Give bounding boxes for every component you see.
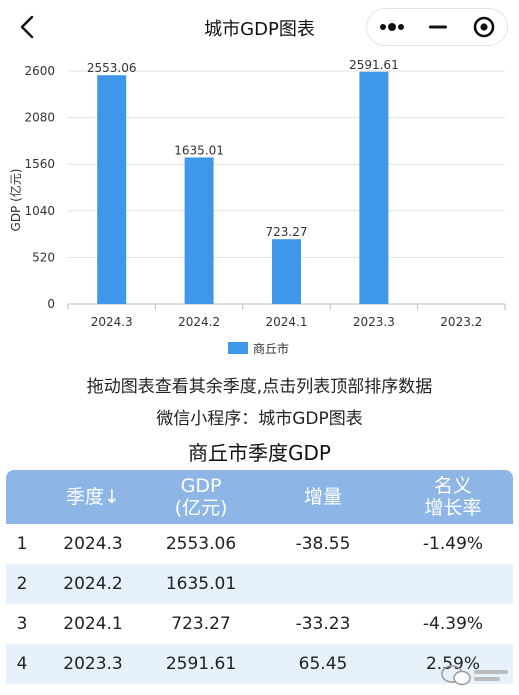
bar-2024.2[interactable] [184,157,214,304]
quarter-header-label: 季度↓ [66,486,120,508]
bar-2023.3[interactable] [359,71,389,305]
back-arrow-icon[interactable] [14,12,44,42]
cell-gdp: 2553.06 [165,534,237,554]
gdp-bar-chart[interactable]: 0 520 1040 1560 2080 2600 GDP (亿元) 2553.06 163… [0,56,519,366]
y-tick-label: 2080 [24,111,55,125]
cell-quarter: 2024.2 [63,574,123,594]
cell-rank: 1 [16,534,28,554]
top-bar: 城市GDP图表 [0,0,519,56]
y-tick-label: 1040 [24,204,55,218]
rate-header-label: 名义 [433,475,472,497]
table-row: 4 2023.3 2591.61 65.45 2.59% [6,644,513,684]
cell-increase: -33.23 [295,614,351,634]
increase-header-label: 增量 [303,486,342,508]
y-tick-label: 2600 [24,64,55,78]
x-tick-label: 2023.3 [353,315,395,329]
bar-value-label: 723.27 [266,225,308,239]
page-title: 城市GDP图表 [204,19,315,40]
bar-value-label: 1635.01 [174,143,224,157]
gdp-unit-label: (亿元) [174,497,228,519]
y-tick-label: 520 [32,250,55,264]
y-axis-label: GDP (亿元) [8,169,23,232]
close-target-icon[interactable] [461,9,507,45]
mini-program-hint-text: 微信小程序：城市GDP图表 [156,409,363,429]
mini-program-capsule [366,8,508,46]
cell-rate: 2.59% [425,654,480,674]
table-row: 2 2024.2 1635.01 [6,564,513,604]
cell-rank: 3 [16,614,28,634]
table-row: 1 2024.3 2553.06 -38.55 -1.49% [6,524,513,564]
more-options-icon[interactable] [369,9,415,45]
cell-rank: 4 [16,654,28,674]
table-title: 商丘市季度GDP [188,441,331,465]
bar-2024.1[interactable] [272,239,301,304]
cell-gdp: 1635.01 [165,574,237,594]
cell-rate [398,564,508,604]
y-tick-label: 1560 [24,157,55,171]
legend-label: 商丘市 [253,341,289,356]
gdp-table: 季度↓ GDP (亿元) 增量 名义 增长率 1 2024.3 2553.06 -38… [6,470,513,684]
x-tick-label: 2024.3 [91,315,133,329]
x-tick-label: 2024.2 [178,315,220,329]
sort-quarter-header[interactable]: 季度↓ [38,470,148,524]
cell-quarter: 2024.1 [63,614,123,634]
x-tick-label: 2024.1 [266,315,308,329]
cell-rank: 2 [16,574,28,594]
x-tick-label: 2023.2 [440,315,482,329]
cell-increase: -38.55 [295,534,351,554]
cell-rate: -4.39% [422,614,484,634]
cell-quarter: 2024.3 [63,534,123,554]
drag-hint-text: 拖动图表查看其余季度,点击列表顶部排序数据 [86,377,433,397]
y-tick-label: 0 [47,297,55,311]
sort-gdp-header[interactable]: GDP (亿元) [146,470,256,524]
cell-rate: -1.49% [422,534,484,554]
minimize-icon[interactable] [415,9,461,45]
rate-header-label-2: 增长率 [424,497,482,519]
cell-increase [268,564,378,604]
sort-rate-header[interactable]: 名义 增长率 [398,470,508,524]
sort-increase-header[interactable]: 增量 [268,470,378,524]
cell-quarter: 2023.3 [63,654,123,674]
legend-swatch [228,342,248,354]
cell-gdp: 723.27 [171,614,231,634]
table-row: 3 2024.1 723.27 -33.23 -4.39% [6,604,513,644]
bar-value-label: 2553.06 [87,61,137,75]
table-header: 季度↓ GDP (亿元) 增量 名义 增长率 [6,470,513,524]
cell-increase: 65.45 [298,654,348,674]
watermark-icon [440,662,510,688]
bar-value-label: 2591.61 [349,58,399,72]
bar-2024.3[interactable] [97,75,127,304]
cell-gdp: 2591.61 [165,654,237,674]
gdp-header-label: GDP [180,475,222,497]
